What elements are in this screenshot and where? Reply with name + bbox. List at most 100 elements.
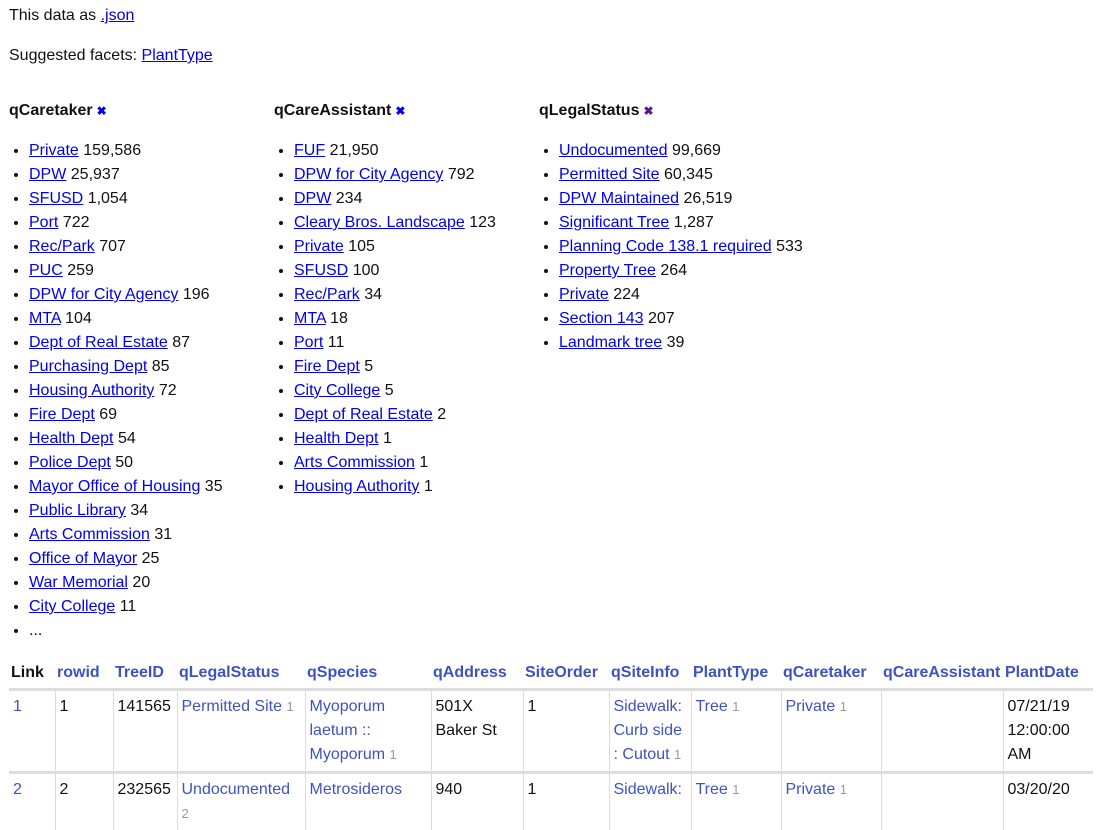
facet-item-link[interactable]: Rec/Park xyxy=(294,286,360,303)
plant-type-link[interactable]: Tree xyxy=(696,781,728,798)
facet-item-link[interactable]: DPW Maintained xyxy=(559,190,679,207)
column-header-qsiteinfo[interactable]: qSiteInfo xyxy=(609,660,691,690)
row-link[interactable]: 2 xyxy=(13,781,22,798)
column-header-treeid[interactable]: TreeID xyxy=(113,660,177,690)
facet-item-link[interactable]: Private xyxy=(559,286,609,303)
remove-facet-icon[interactable]: ✖ xyxy=(97,104,107,118)
remove-facet-icon[interactable]: ✖ xyxy=(395,104,405,118)
species-link[interactable]: Metrosideros xyxy=(310,781,402,798)
column-header-plantdate[interactable]: PlantDate xyxy=(1003,660,1093,690)
facet-item-link[interactable]: Section 143 xyxy=(559,310,644,327)
site-info-count: 1 xyxy=(674,747,681,762)
facet-item-count: 87 xyxy=(172,334,190,351)
facet-item-link[interactable]: Planning Code 138.1 required xyxy=(559,238,772,255)
facet-item-link[interactable]: DPW for City Agency xyxy=(29,286,178,303)
facet-item-link[interactable]: Public Library xyxy=(29,502,126,519)
facet-item-link[interactable]: Property Tree xyxy=(559,262,656,279)
facet-item: Permitted Site 60,345 xyxy=(559,163,804,187)
facet-item-link[interactable]: Office of Mayor xyxy=(29,550,137,567)
facet-item-link[interactable]: FUF xyxy=(294,142,325,159)
caretaker-link[interactable]: Private xyxy=(786,781,836,798)
json-link[interactable]: .json xyxy=(101,7,135,24)
facet-item-link[interactable]: Undocumented xyxy=(559,142,668,159)
site-info-link[interactable]: Sidewalk: xyxy=(614,781,682,798)
facet-item: Section 143 207 xyxy=(559,307,804,331)
facet-item: Housing Authority 1 xyxy=(294,475,539,499)
facet-item-link[interactable]: MTA xyxy=(29,310,61,327)
column-header-qlegalstatus[interactable]: qLegalStatus xyxy=(177,660,305,690)
json-export-line: This data as .json xyxy=(9,4,134,28)
column-header-qspecies[interactable]: qSpecies xyxy=(305,660,431,690)
facet-item-link[interactable]: Purchasing Dept xyxy=(29,358,147,375)
facet-item-count: 207 xyxy=(648,310,675,327)
suggested-facet-planttype[interactable]: PlantType xyxy=(142,47,213,64)
facet-item-link[interactable]: Permitted Site xyxy=(559,166,659,183)
facet-item-link[interactable]: City College xyxy=(294,382,380,399)
facet-more[interactable]: ... xyxy=(29,619,274,643)
legal-status-link[interactable]: Permitted Site xyxy=(182,698,282,715)
legal-status-link[interactable]: Undocumented xyxy=(182,781,291,798)
facet-item-count: 31 xyxy=(154,526,172,543)
facet-item-link[interactable]: Mayor Office of Housing xyxy=(29,478,200,495)
column-header-rowid[interactable]: rowid xyxy=(55,660,113,690)
facet-qCaretaker: qCaretaker✖Private 159,586DPW 25,937SFUS… xyxy=(9,99,274,643)
column-header-link: Link xyxy=(9,660,55,690)
facet-item-link[interactable]: PUC xyxy=(29,262,63,279)
facet-item: DPW 25,937 xyxy=(29,163,274,187)
species-link[interactable]: Myoporum laetum :: Myoporum xyxy=(310,698,386,763)
facet-item-link[interactable]: Private xyxy=(29,142,79,159)
column-header-qcareassistant[interactable]: qCareAssistant xyxy=(881,660,1003,690)
facet-item-link[interactable]: Private xyxy=(294,238,344,255)
plant-type-count: 1 xyxy=(732,699,739,714)
facet-item-link[interactable]: Port xyxy=(29,214,58,231)
row-link[interactable]: 1 xyxy=(13,698,22,715)
cell-legal-status: Permitted Site 1 xyxy=(177,690,305,773)
column-header-qcaretaker[interactable]: qCaretaker xyxy=(781,660,881,690)
facet-item-link[interactable]: City College xyxy=(29,598,115,615)
facet-item-link[interactable]: Fire Dept xyxy=(294,358,360,375)
facet-name: qCaretaker xyxy=(9,102,93,119)
facet-item-link[interactable]: Fire Dept xyxy=(29,406,95,423)
site-info-link[interactable]: Sidewalk: Curb side : Cutout xyxy=(614,698,682,763)
column-header-planttype[interactable]: PlantType xyxy=(691,660,781,690)
cell-treeid: 141565 xyxy=(113,690,177,773)
facet-item-link[interactable]: MTA xyxy=(294,310,326,327)
facet-item-link[interactable]: DPW xyxy=(29,166,66,183)
column-header-qaddress[interactable]: qAddress xyxy=(431,660,523,690)
facet-item-count: 39 xyxy=(667,334,685,351)
facet-item-link[interactable]: Rec/Park xyxy=(29,238,95,255)
facet-item-link[interactable]: Landmark tree xyxy=(559,334,662,351)
facet-item: Rec/Park 34 xyxy=(294,283,539,307)
facet-item-link[interactable]: War Memorial xyxy=(29,574,128,591)
facet-item: Port 11 xyxy=(294,331,539,355)
facet-item-link[interactable]: Cleary Bros. Landscape xyxy=(294,214,465,231)
facet-item-count: 72 xyxy=(159,382,177,399)
facet-item-link[interactable]: Housing Authority xyxy=(294,478,419,495)
facet-item-link[interactable]: DPW for City Agency xyxy=(294,166,443,183)
facet-results: qCaretaker✖Private 159,586DPW 25,937SFUS… xyxy=(9,99,804,643)
facet-item-link[interactable]: Police Dept xyxy=(29,454,111,471)
facet-item-link[interactable]: Health Dept xyxy=(29,430,114,447)
facet-item-link[interactable]: Significant Tree xyxy=(559,214,669,231)
facet-item-link[interactable]: Port xyxy=(294,334,323,351)
facet-item-link[interactable]: Housing Authority xyxy=(29,382,154,399)
facet-item-count: 54 xyxy=(118,430,136,447)
facet-item-link[interactable]: Arts Commission xyxy=(294,454,415,471)
plant-type-link[interactable]: Tree xyxy=(696,698,728,715)
cell-site-info: Sidewalk: xyxy=(609,773,691,830)
remove-facet-icon[interactable]: ✖ xyxy=(643,104,653,118)
facet-item-count: 69 xyxy=(99,406,117,423)
caretaker-link[interactable]: Private xyxy=(786,698,836,715)
column-header-siteorder[interactable]: SiteOrder xyxy=(523,660,609,690)
facet-item-link[interactable]: Dept of Real Estate xyxy=(29,334,168,351)
facet-item-link[interactable]: Arts Commission xyxy=(29,526,150,543)
facet-item: City College 5 xyxy=(294,379,539,403)
facet-item-link[interactable]: Health Dept xyxy=(294,430,379,447)
facet-item: Office of Mayor 25 xyxy=(29,547,274,571)
facet-item-link[interactable]: DPW xyxy=(294,190,331,207)
facet-item-count: 1,054 xyxy=(88,190,128,207)
facet-item-count: 21,950 xyxy=(330,142,379,159)
facet-item-link[interactable]: SFUSD xyxy=(294,262,348,279)
facet-item-link[interactable]: Dept of Real Estate xyxy=(294,406,433,423)
facet-item-link[interactable]: SFUSD xyxy=(29,190,83,207)
